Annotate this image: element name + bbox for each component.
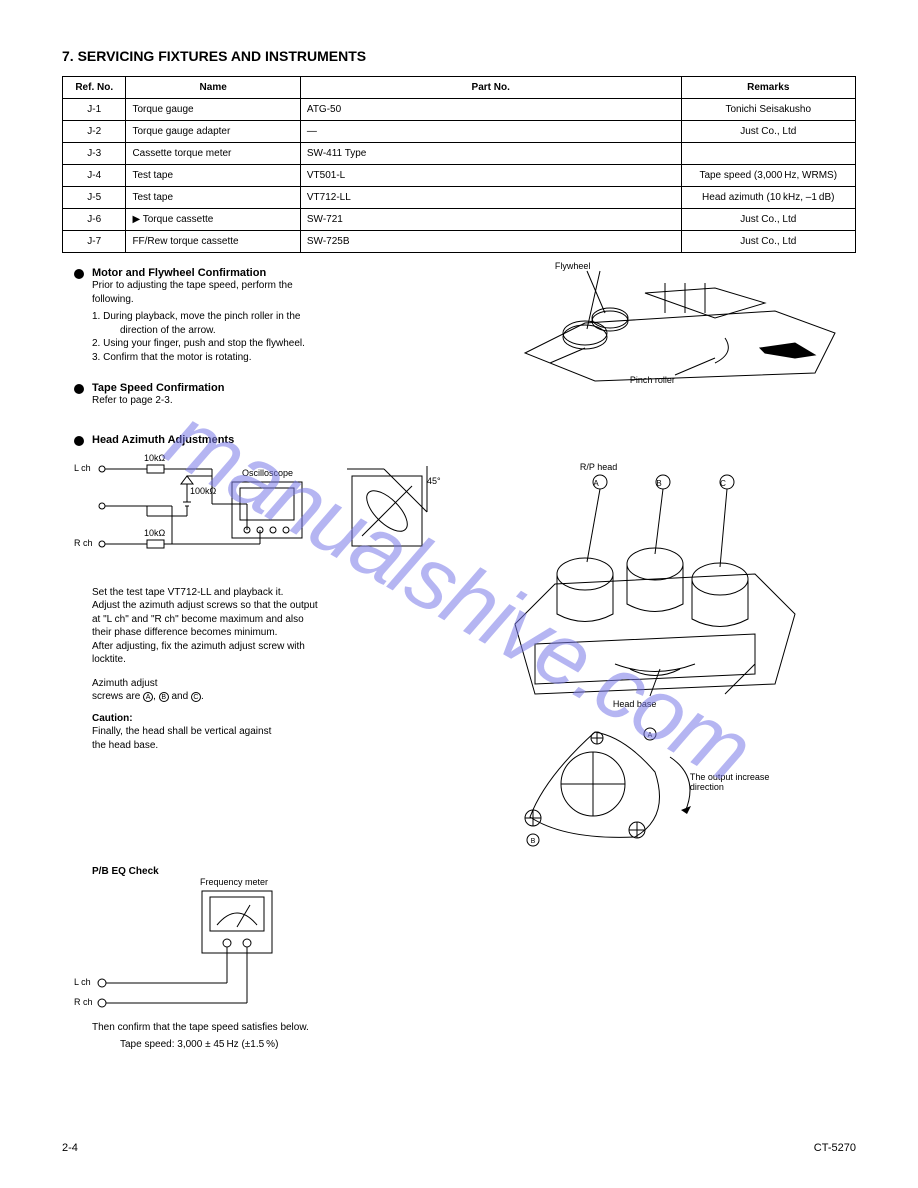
caution-1: Finally, the head shall be vertical agai…: [92, 725, 475, 739]
pb-spec: Tape speed: 3,000 ± 45 Hz (±1.5 %): [120, 1038, 856, 1052]
az-1a: Set the test tape VT712-LL and playback …: [92, 586, 475, 600]
section-1-heading: Motor and Flywheel Confirmation: [92, 267, 266, 279]
pb-eq-heading: P/B EQ Check: [92, 866, 856, 877]
mechanism-figure: Flywheel Pinch roller: [515, 263, 856, 393]
osc-angle: 45°: [427, 476, 441, 486]
svg-text:A: A: [648, 732, 653, 739]
osc-res: 100kΩ: [190, 486, 216, 496]
table-row: J-7FF/Rew torque cassetteSW-725BJust Co.…: [63, 231, 856, 253]
rp-head-label: R/P head: [580, 462, 617, 472]
table-row: J-1Torque gaugeATG-50Tonichi Seisakusho: [63, 99, 856, 121]
s1-i2: 2. Using your finger, push and stop the …: [92, 337, 475, 351]
table-row: J-3Cassette torque meterSW-411 Type: [63, 143, 856, 165]
svg-text:B: B: [531, 838, 536, 845]
osc-label: Oscilloscope: [242, 468, 293, 478]
circle-a-icon: A: [143, 692, 153, 702]
svg-text:A: A: [593, 479, 599, 488]
svg-text:B: B: [656, 479, 661, 488]
az-note-line2: screws are A, B and C.: [92, 690, 475, 704]
osc-rch: R ch: [74, 538, 93, 548]
circle-b-icon: B: [159, 692, 169, 702]
osc-ohm2: 10kΩ: [144, 528, 165, 538]
pb-note: Then confirm that the tape speed satisfi…: [92, 1021, 856, 1035]
th-part: Part No.: [300, 77, 681, 99]
label-pinch: Pinch roller: [630, 375, 675, 385]
page-title: 7. SERVICING FIXTURES AND INSTRUMENTS: [62, 48, 856, 64]
freq-meter-label: Frequency meter: [200, 877, 268, 887]
direction-label: The output increase direction: [690, 772, 800, 792]
pb-lch: L ch: [74, 977, 91, 987]
az-1c: at "L ch" and "R ch" become maximum and …: [92, 613, 475, 627]
az-1d: their phase difference becomes minimum.: [92, 626, 475, 640]
az-1f: locktite.: [92, 653, 475, 667]
head-base-label: Head base: [613, 699, 657, 709]
fixtures-table: Ref. No. Name Part No. Remarks J-1Torque…: [62, 76, 856, 253]
s1-i1b: direction of the arrow.: [120, 324, 475, 338]
table-row: J-4Test tapeVT501-LTape speed (3,000 Hz,…: [63, 165, 856, 187]
s1-p1: Prior to adjusting the tape speed, perfo…: [92, 279, 475, 293]
label-flywheel: Flywheel: [555, 261, 591, 271]
bullet-icon: [74, 384, 84, 394]
head-assembly-figure: A B C R/P head Head base: [495, 464, 856, 714]
osc-lch: L ch: [74, 463, 91, 473]
th-ref: Ref. No.: [63, 77, 126, 99]
table-row: J-6▶ Torque cassetteSW-721Just Co., Ltd: [63, 209, 856, 231]
az-1e: After adjusting, fix the azimuth adjust …: [92, 640, 475, 654]
th-remarks: Remarks: [681, 77, 855, 99]
head-top-view-figure: A B The output increase direction: [505, 722, 856, 852]
th-name: Name: [126, 77, 300, 99]
az-note-line: Azimuth adjust: [92, 677, 475, 691]
pb-rch: R ch: [74, 997, 93, 1007]
frequency-meter-figure: Frequency meter L ch R ch: [92, 883, 856, 1013]
table-row: J-5Test tapeVT712-LLHead azimuth (10 kHz…: [63, 187, 856, 209]
section-3-heading: Head Azimuth Adjustments: [92, 434, 234, 446]
bullet-icon: [74, 269, 84, 279]
osc-ohm1: 10kΩ: [144, 453, 165, 463]
az-1b: Adjust the azimuth adjust screws so that…: [92, 599, 475, 613]
page-footer: 2-4 CT-5270: [62, 1142, 856, 1154]
oscilloscope-figure: L ch R ch 10kΩ 10kΩ 100kΩ Oscilloscope 4…: [92, 454, 475, 574]
table-header-row: Ref. No. Name Part No. Remarks: [63, 77, 856, 99]
s1-i3: 3. Confirm that the motor is rotating.: [92, 351, 475, 365]
caution-h: Caution:: [92, 712, 475, 726]
svg-text:C: C: [720, 479, 726, 488]
caution-2: the head base.: [92, 739, 475, 753]
circle-c-icon: C: [191, 692, 201, 702]
footer-model: CT-5270: [814, 1142, 856, 1154]
footer-page: 2-4: [62, 1142, 78, 1154]
bullet-icon: [74, 436, 84, 446]
s1-p2: following.: [92, 293, 475, 307]
table-row: J-2Torque gauge adapter—Just Co., Ltd: [63, 121, 856, 143]
s2-p1: Refer to page 2-3.: [92, 394, 475, 408]
section-2-heading: Tape Speed Confirmation: [92, 382, 224, 394]
s1-i1: 1. During playback, move the pinch rolle…: [92, 310, 475, 324]
